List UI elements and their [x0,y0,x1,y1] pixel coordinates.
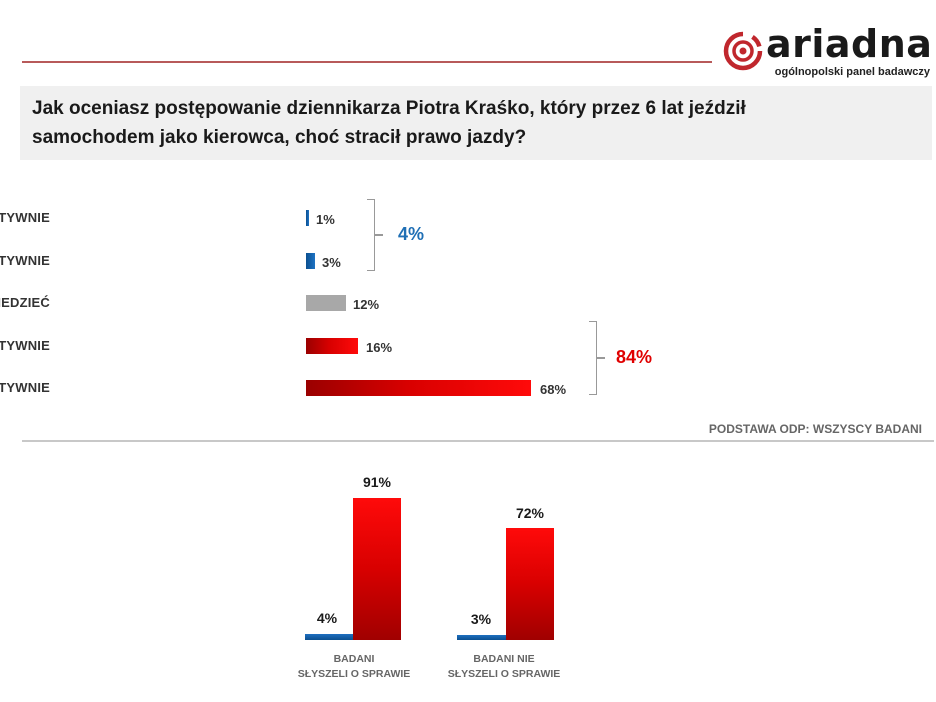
hbar-rather-negative [306,338,358,354]
positive-total: 4% [398,224,425,244]
vbar-not-heard-positive [457,635,506,640]
hbar-value: 1% [316,212,335,227]
hbar-row-strongly-positive: ZDECYDOWANIE POZYTYWNIE 1% [0,208,700,228]
header-divider [22,61,712,63]
ariadna-spiral-icon [723,31,763,71]
hbar-rather-positive [306,253,315,269]
hbar-row-rather-negative: RACZEJ NEGATYWNIE 16% [0,336,700,356]
question-box: Jak oceniasz postępowanie dziennikarza P… [20,86,932,160]
hbar-value: 16% [366,340,393,355]
logo-wordmark: ariadna [766,22,933,66]
vbar-heard-positive [305,634,353,640]
hbar-row-strongly-negative: ZDECYDOWANIE NEGATYWNIE 68% [0,378,700,398]
hbar-label: TRUDNO POWIEDZIEĆ [0,295,50,310]
group-label-not-heard: BADANI NIE SŁYSZELI O SPRAWIE [434,652,574,682]
group-label-line: BADANI NIE [473,653,535,665]
group-label-line: BADANI [333,653,375,665]
hbar-strongly-negative [306,380,531,396]
hbar-label: ZDECYDOWANIE NEGATYWNIE [0,380,50,395]
group-label-line: SŁYSZELI O SPRAWIE [447,668,561,680]
group-label-line: SŁYSZELI O SPRAWIE [297,668,411,680]
hbar-label: ZDECYDOWANIE POZYTYWNIE [0,210,50,225]
question-line-1: Jak oceniasz postępowanie dziennikarza P… [32,98,746,119]
hbar-value: 68% [540,382,567,397]
hbar-hard-to-say [306,295,346,311]
hbar-label: RACZEJ NEGATYWNIE [0,338,50,353]
ariadna-logo: ariadna ogólnopolski panel badawczy [722,22,932,80]
positive-brace [367,199,375,271]
vbar-value: 91% [362,474,392,490]
hbar-label: RACZEJ POZYTYWNIE [0,253,50,268]
logo-subtitle: ogólnopolski panel badawczy [774,66,930,78]
base-note: PODSTAWA ODP: WSZYSCY BADANI [708,422,922,436]
section-divider [22,440,934,442]
vbar-value: 4% [316,610,338,626]
vbar-not-heard-negative [506,528,554,640]
group-label-heard: BADANI SŁYSZELI O SPRAWIE [284,652,424,682]
vbar-heard-negative [353,498,401,640]
hbar-strongly-positive [306,210,309,226]
positive-brace-tick [375,234,383,236]
hbar-row-hard-to-say: TRUDNO POWIEDZIEĆ 12% [0,293,700,313]
hbar-value: 3% [322,255,341,270]
hbar-value: 12% [353,297,380,312]
vbar-value: 72% [515,505,545,521]
vbar-value: 3% [470,611,492,627]
negative-total: 84% [616,347,653,367]
negative-brace-tick [597,357,605,359]
negative-brace [589,321,597,395]
hbar-row-rather-positive: RACZEJ POZYTYWNIE 3% [0,251,700,271]
question-line-2: samochodem jako kierowca, choć stracił p… [32,127,527,148]
